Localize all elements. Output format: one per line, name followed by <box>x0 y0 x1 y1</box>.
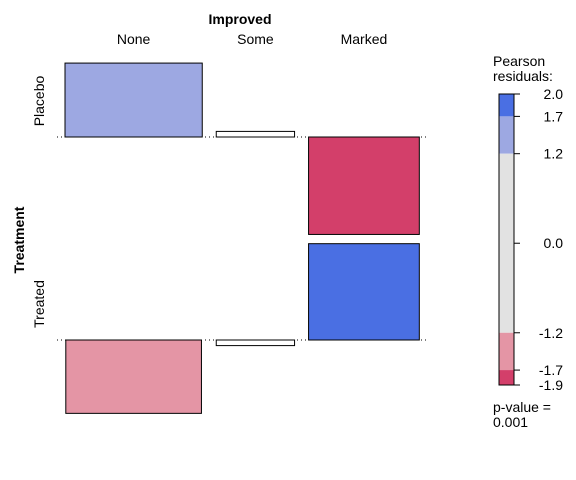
legend-ticks: 2.0 1.7 1.2 0.0 -1.2 -1.7-1.9 <box>514 86 563 393</box>
legend-frame <box>498 93 515 386</box>
p-value-label: p-value = <box>493 399 551 415</box>
cell-placebo-marked <box>308 136 420 235</box>
legend-tick-label-5: -1.7 <box>539 362 563 378</box>
legend-band-4 <box>499 370 514 385</box>
legend-tick-label-3: 0.0 <box>544 235 564 251</box>
row-labels: Placebo Treated <box>31 75 47 327</box>
column-label-none: None <box>117 31 151 47</box>
legend-title-line2: residuals: <box>493 68 553 84</box>
column-label-some: Some <box>237 31 274 47</box>
column-label-marked: Marked <box>341 31 388 47</box>
cell-placebo-none <box>64 62 203 138</box>
residual-legend: Pearson residuals: 2.0 1.7 1.2 0.0 -1.2 -1.7-… <box>493 53 563 430</box>
legend-band-3 <box>499 332 514 371</box>
legend-tick-label-6: -1.9 <box>539 377 563 393</box>
legend-color-bands <box>499 94 514 385</box>
p-value-number: 0.001 <box>493 414 528 430</box>
column-labels: None Some Marked <box>117 31 387 47</box>
residual-cells <box>64 62 420 414</box>
legend-tick-label-2: 1.2 <box>544 146 564 162</box>
row-label-placebo: Placebo <box>31 75 47 126</box>
legend-tick-label-0: 2.0 <box>544 86 564 102</box>
legend-title-line1: Pearson <box>493 53 545 69</box>
cell-treated-none <box>65 339 202 414</box>
column-variable-label: Improved <box>208 11 271 27</box>
legend-band-2 <box>499 153 514 333</box>
legend-tick-label-1: 1.7 <box>544 108 564 124</box>
cell-placebo-some <box>215 130 296 138</box>
legend-tick-label-4: -1.2 <box>539 325 563 341</box>
row-label-treated: Treated <box>31 280 47 328</box>
legend-band-1 <box>499 116 514 154</box>
cell-treated-marked <box>308 243 420 341</box>
cell-treated-some <box>215 339 296 347</box>
row-variable-label: Treatment <box>11 206 27 273</box>
legend-band-0 <box>499 94 514 117</box>
